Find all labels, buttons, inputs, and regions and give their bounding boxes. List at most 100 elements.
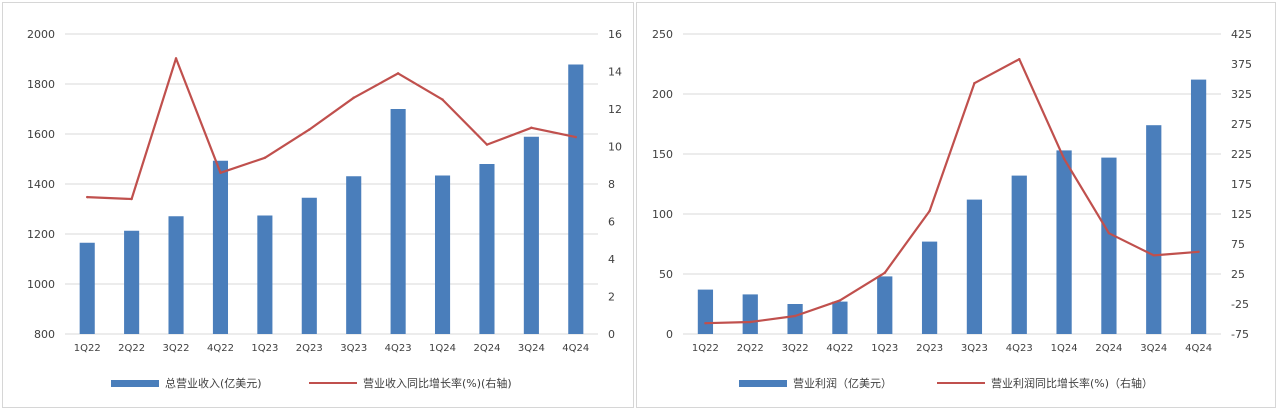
y-tick-label: 150 [652, 148, 673, 161]
line-point [749, 320, 752, 324]
bar [1056, 150, 1072, 334]
bar [434, 175, 451, 334]
line-point [1197, 250, 1200, 253]
line-point [1062, 157, 1066, 160]
line-point [1152, 254, 1155, 257]
x-tick-label: 3Q22 [782, 343, 809, 354]
x-tick-label: 1Q23 [871, 343, 898, 354]
bar [742, 294, 758, 334]
x-tick-label: 2Q22 [118, 343, 145, 354]
line-point [308, 128, 311, 131]
y2-tick-label: -25 [1231, 298, 1249, 311]
y2-tick-label: 0 [608, 328, 615, 341]
x-tick-label: 4Q22 [826, 343, 853, 354]
legend-bar-label: 总营业收入(亿美元) [165, 377, 262, 390]
x-tick-label: 4Q24 [1185, 343, 1212, 354]
y2-tick-label: 25 [1231, 268, 1245, 281]
bar [787, 304, 803, 334]
y2-tick-label: 125 [1231, 208, 1252, 221]
bar [124, 230, 140, 334]
y-tick-label: 1600 [27, 128, 55, 141]
line-point [530, 126, 533, 129]
line-point [485, 143, 489, 146]
bar [966, 199, 983, 334]
bar [79, 242, 95, 334]
bar [168, 216, 184, 334]
y-tick-label: 1800 [27, 78, 55, 91]
bar [479, 164, 495, 334]
y2-tick-label: 175 [1231, 178, 1252, 191]
y-tick-label: 1400 [27, 178, 55, 191]
bar [921, 241, 938, 334]
line-point [441, 98, 444, 101]
line-point [838, 299, 842, 302]
y2-tick-label: 2 [608, 291, 615, 304]
bar [346, 176, 362, 334]
legend-profit-line: 营业利润同比增长率(%)（右轴） [937, 375, 1153, 391]
bar [1101, 157, 1117, 334]
x-tick-label: 2Q22 [737, 343, 764, 354]
legend-bar-label: 营业利润（亿美元） [793, 377, 892, 390]
x-tick-label: 4Q22 [207, 343, 234, 354]
y2-tick-label: 325 [1231, 88, 1252, 101]
legend-bar-swatch [111, 379, 159, 387]
y2-tick-label: 4 [608, 253, 615, 266]
growth-rate-line [87, 57, 577, 201]
x-tick-label: 2Q23 [916, 343, 943, 354]
line-point [174, 57, 178, 60]
x-tick-label: 1Q22 [692, 343, 719, 354]
revenue-chart-panel: 800 1000 1200 1400 1600 1800 2000 0 2 4 6 8 10 12 14 16… [2, 2, 634, 408]
line-point [130, 197, 133, 201]
growth-rate-line [705, 58, 1199, 325]
x-tick-label: 4Q24 [562, 343, 589, 354]
line-point [883, 271, 886, 274]
x-tick-label: 1Q24 [429, 343, 456, 354]
y-tick-label: 200 [652, 88, 673, 101]
profit-chart: 0 50 100 150 200 250 -75 -25 25 75 125 175 225 275 325… [652, 28, 1252, 354]
bar [301, 197, 317, 334]
line-point [396, 72, 400, 75]
legend-bar-swatch [739, 379, 787, 387]
x-tick-label: 1Q23 [251, 343, 278, 354]
x-tick-label: 2Q23 [296, 343, 323, 354]
line-point [928, 209, 931, 213]
legend-line-swatch [937, 382, 985, 384]
profit-chart-panel: 0 50 100 150 200 250 -75 -25 25 75 125 175 225 275 325… [636, 2, 1276, 408]
x-tick-label: 3Q24 [1140, 343, 1167, 354]
line-point [574, 135, 577, 139]
y2-tick-label: 12 [608, 103, 622, 116]
y2-tick-label: 225 [1231, 148, 1252, 161]
line-point [793, 314, 797, 318]
bar [1011, 175, 1027, 334]
x-tick-label: 1Q22 [74, 343, 101, 354]
y2-tick-label: 425 [1231, 28, 1252, 41]
y-tick-label: 100 [652, 208, 673, 221]
y2-tick-label: 275 [1231, 118, 1252, 131]
line-point [352, 96, 355, 99]
bar [877, 276, 893, 334]
x-tick-label: 3Q22 [163, 343, 190, 354]
bar [1190, 79, 1207, 334]
y-tick-label: 250 [652, 28, 673, 41]
y2-tick-label: 16 [608, 28, 622, 41]
y2-tick-label: 10 [608, 141, 622, 154]
x-tick-label: 4Q23 [385, 343, 412, 354]
legend-line-label: 营业利润同比增长率(%)（右轴） [991, 377, 1154, 390]
x-tick-label: 3Q24 [518, 343, 545, 354]
line-point [1107, 232, 1111, 235]
x-tick-label: 2Q24 [473, 343, 500, 354]
revenue-chart: 800 1000 1200 1400 1600 1800 2000 0 2 4 6 8 10 12 14 16… [27, 28, 622, 354]
y2-tick-label: 6 [608, 216, 615, 229]
legend-profit-bar: 营业利润（亿美元） [739, 375, 892, 391]
legend-line-swatch [309, 382, 357, 384]
bar [257, 215, 273, 334]
y2-tick-label: 75 [1231, 238, 1245, 251]
y2-tick-label: -75 [1231, 328, 1249, 341]
y-tick-label: 2000 [27, 28, 55, 41]
x-tick-label: 3Q23 [340, 343, 367, 354]
x-tick-label: 4Q23 [1006, 343, 1033, 354]
bar [212, 160, 229, 334]
bar [697, 289, 714, 334]
bar [523, 136, 539, 334]
bar [1146, 125, 1162, 334]
